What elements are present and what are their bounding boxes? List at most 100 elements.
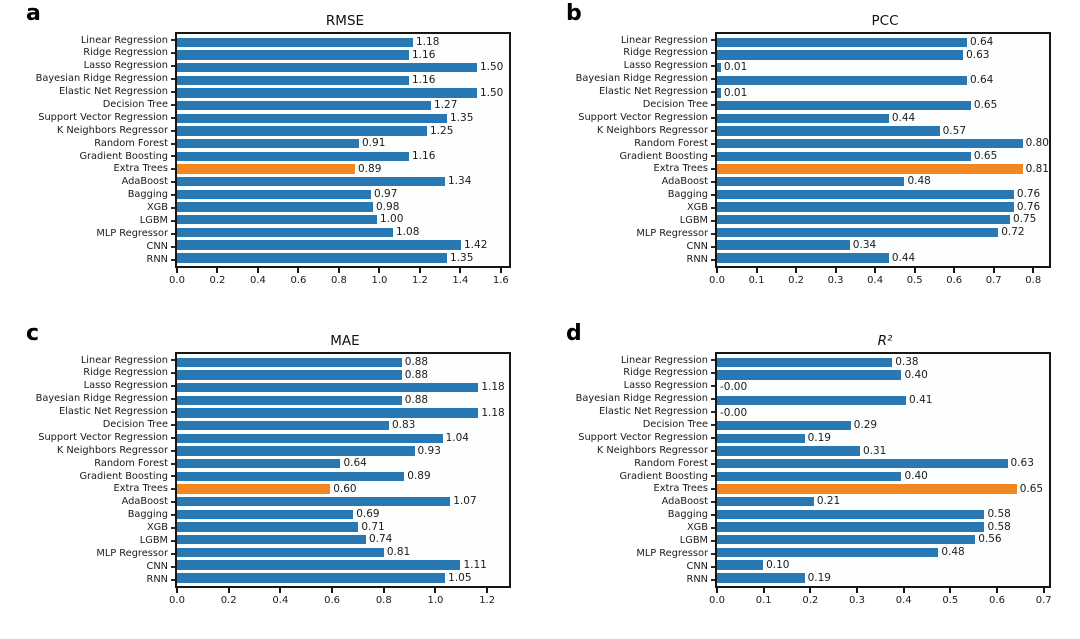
bar-row: 0.01	[717, 87, 1049, 100]
x-tick-label: 0.0	[709, 275, 725, 286]
category-label: MLP Regressor	[96, 547, 168, 559]
bar-row: 0.63	[717, 49, 1049, 62]
panel-letter-d: d	[566, 321, 582, 346]
category-label: Bayesian Ridge Regression	[575, 73, 708, 85]
x-tick-mark	[874, 268, 877, 273]
x-tick-mark	[459, 268, 462, 273]
y-tick-mark	[711, 475, 715, 478]
category-label: Elastic Net Regression	[599, 406, 708, 418]
x-tick-label: 0.3	[849, 595, 865, 606]
y-axis-labels: Linear Regression Ridge Regression Lasso R…	[0, 32, 175, 268]
category-row: Bayesian Ridge Regression	[0, 393, 175, 406]
x-tick-label: 0.3	[827, 275, 844, 286]
bar-value-label: 0.80	[1025, 137, 1049, 150]
bar-value-label: 1.34	[448, 175, 472, 188]
bar-row: 0.58	[717, 508, 1049, 521]
bar	[177, 547, 384, 558]
bar-row: 1.50	[177, 87, 509, 100]
bar-row: 1.00	[177, 213, 509, 226]
y-tick-mark	[711, 449, 715, 452]
x-axis-a: 0.0 0.2 0.4 0.6 0.8 1.0 1.2 1.4 1.6	[169, 268, 513, 292]
category-label: Extra Trees	[113, 483, 169, 495]
y-tick-mark	[711, 359, 715, 362]
bar-row: 1.27	[177, 99, 509, 112]
panel-a: a RMSE Linear Regression Ridge Regression La…	[0, 0, 540, 320]
category-row: Linear Regression	[0, 34, 175, 47]
category-label: LGBM	[679, 215, 708, 227]
x-tick-mark	[913, 268, 916, 273]
category-label: Linear Regression	[80, 354, 168, 366]
y-tick-mark	[171, 475, 175, 478]
bar-row: 0.65	[717, 483, 1049, 496]
category-row: Extra Trees	[0, 483, 175, 496]
y-tick-mark	[711, 52, 715, 55]
bar	[717, 357, 893, 368]
y-tick-mark	[711, 411, 715, 413]
y-axis-labels: Linear Regression Ridge Regression Lasso R…	[540, 352, 715, 588]
highlighted-bar	[717, 164, 1023, 174]
bar	[717, 471, 902, 482]
category-row: Linear Regression	[540, 354, 715, 367]
x-tick-mark	[809, 588, 812, 593]
bar-value-label: 0.40	[904, 470, 928, 483]
bar-value-label: 1.16	[412, 150, 436, 163]
category-label: K Neighbors Regressor	[56, 124, 168, 136]
bar	[177, 395, 402, 406]
x-tick-label: 0.4	[895, 595, 912, 606]
category-row: K Neighbors Regressor	[540, 444, 715, 457]
category-label: Random Forest	[94, 457, 168, 469]
x-tick-label: 0.8	[330, 275, 347, 286]
bar-row: 0.69	[177, 508, 509, 521]
bar-row: 0.88	[177, 369, 509, 382]
bar-row: 0.65	[717, 150, 1049, 163]
plot-area-c: 0.88 0.88 1.18 0.88 1.18 0.83 1.04 0.93 0.64 0.89…	[175, 352, 511, 588]
bar-value-label: 0.34	[852, 238, 877, 251]
bar-row: 0.80	[717, 137, 1049, 150]
bar-value-label: 0.88	[404, 356, 429, 369]
bar-row: 0.48	[717, 546, 1049, 559]
category-label: AdaBoost	[121, 496, 168, 508]
plot-area-a: 1.18 1.16 1.50 1.16 1.50 1.27 1.35 1.25 0.91 1.16…	[175, 32, 511, 268]
category-label: Ridge Regression	[623, 47, 708, 59]
x-tick-mark	[378, 268, 381, 273]
x-tick-mark	[795, 268, 798, 273]
y-tick-mark	[171, 527, 175, 530]
category-label: Bagging	[667, 509, 708, 521]
bar	[177, 113, 447, 124]
category-label: RNN	[146, 253, 168, 265]
category-label: CNN	[686, 560, 709, 572]
y-tick-mark	[171, 359, 175, 362]
category-label: Bagging	[667, 189, 708, 201]
category-row: MLP Regressor	[0, 227, 175, 240]
bar-value-label: 0.01	[723, 61, 748, 74]
bar	[717, 509, 985, 520]
y-tick-mark	[171, 168, 175, 171]
category-row: Lasso Regression	[540, 380, 715, 393]
category-row: Bagging	[540, 509, 715, 522]
bar	[177, 560, 461, 570]
category-row: Gradient Boosting	[0, 150, 175, 163]
x-tick-label: 0.0	[169, 275, 185, 286]
bar-row: 0.97	[177, 188, 509, 201]
bar-value-label: 1.18	[416, 36, 440, 49]
bar-row: 1.25	[177, 125, 509, 138]
y-tick-mark	[711, 514, 715, 517]
bar	[177, 151, 409, 162]
category-label: Lasso Regression	[83, 380, 168, 392]
bar-value-label: -0.00	[720, 381, 748, 394]
category-row: Support Vector Regression	[540, 431, 715, 444]
plot-row-d: Linear Regression Ridge Regression Lasso R…	[540, 352, 1080, 588]
category-row: Decision Tree	[540, 98, 715, 111]
category-label: AdaBoost	[661, 496, 708, 508]
y-tick-mark	[711, 539, 715, 542]
bar	[177, 382, 479, 393]
bar	[177, 240, 461, 250]
plot-row-a: Linear Regression Ridge Regression Lasso R…	[0, 32, 540, 268]
bar-value-label: 0.58	[987, 520, 1011, 533]
bar	[717, 88, 721, 98]
bar-row: 0.74	[177, 533, 509, 546]
category-row: Bayesian Ridge Regression	[540, 73, 715, 86]
bar-row: 1.35	[177, 112, 509, 125]
category-label: MLP Regressor	[96, 227, 168, 239]
